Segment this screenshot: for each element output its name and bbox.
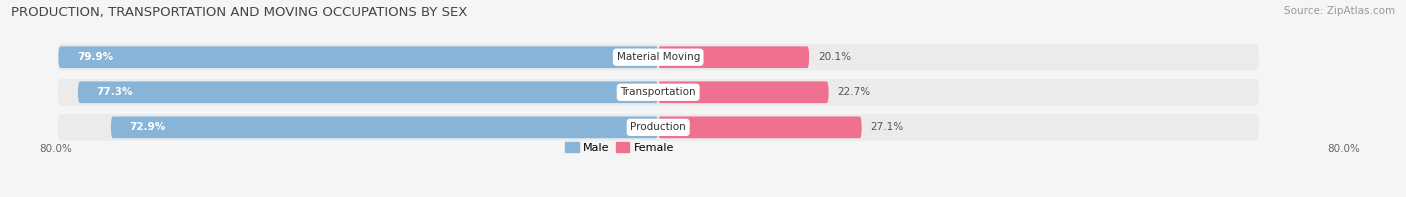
- Legend: Male, Female: Male, Female: [561, 138, 679, 158]
- FancyBboxPatch shape: [658, 46, 808, 68]
- Text: Material Moving: Material Moving: [616, 52, 700, 62]
- Text: 80.0%: 80.0%: [39, 144, 72, 154]
- Text: 77.3%: 77.3%: [97, 87, 134, 97]
- Text: 27.1%: 27.1%: [870, 122, 904, 132]
- Text: 80.0%: 80.0%: [1327, 144, 1360, 154]
- Text: PRODUCTION, TRANSPORTATION AND MOVING OCCUPATIONS BY SEX: PRODUCTION, TRANSPORTATION AND MOVING OC…: [11, 6, 468, 19]
- FancyBboxPatch shape: [77, 81, 658, 103]
- Text: 22.7%: 22.7%: [838, 87, 870, 97]
- FancyBboxPatch shape: [111, 116, 658, 138]
- FancyBboxPatch shape: [658, 116, 862, 138]
- Text: 72.9%: 72.9%: [129, 122, 166, 132]
- Text: 79.9%: 79.9%: [77, 52, 114, 62]
- FancyBboxPatch shape: [58, 44, 1258, 71]
- FancyBboxPatch shape: [658, 81, 828, 103]
- Text: 20.1%: 20.1%: [818, 52, 851, 62]
- FancyBboxPatch shape: [58, 114, 1258, 141]
- Text: Production: Production: [630, 122, 686, 132]
- Text: Source: ZipAtlas.com: Source: ZipAtlas.com: [1284, 6, 1395, 16]
- FancyBboxPatch shape: [58, 79, 1258, 106]
- FancyBboxPatch shape: [59, 46, 658, 68]
- Text: Transportation: Transportation: [620, 87, 696, 97]
